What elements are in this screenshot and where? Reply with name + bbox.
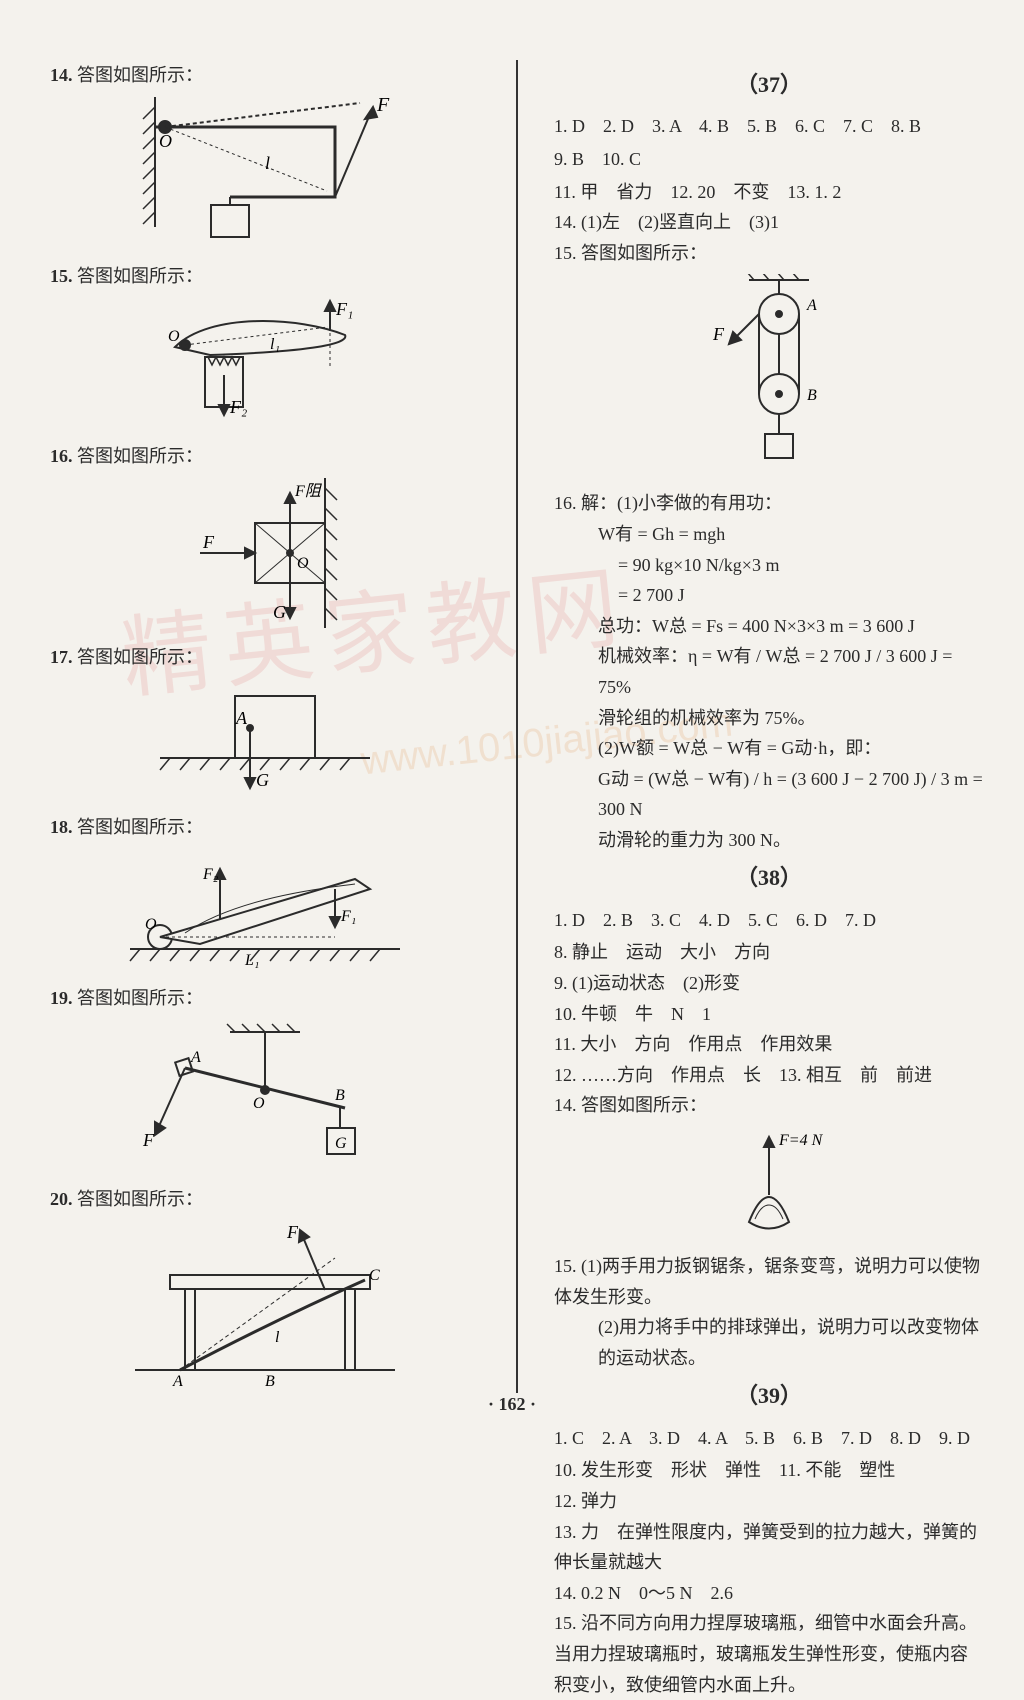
fig16-block-wall: F阻 F O G xyxy=(155,478,375,628)
s39-l15: 15. 沿不同方向用力捏厚玻璃瓶，细管中水面会升高。当用力捏玻璃瓶时，玻璃瓶发生… xyxy=(554,1608,984,1700)
fig18-F2: F₂ xyxy=(202,866,219,883)
fig37-F: F xyxy=(712,324,725,344)
fig20-C: C xyxy=(369,1267,380,1284)
q16: 16. 答图如图所示： xyxy=(50,441,480,472)
q14-num: 14. xyxy=(50,65,73,85)
fig17-G: G xyxy=(256,770,269,790)
fig20-l: l xyxy=(275,1329,280,1346)
s37-16f: 机械效率：η = W有 / W总 = 2 700 J / 3 600 J = 7… xyxy=(554,641,984,702)
s39-l13: 13. 力 在弹性限度内，弹簧受到的拉力越大，弹簧的伸长量就越大 xyxy=(554,1517,984,1578)
fig17-block-ground: A G xyxy=(150,678,380,798)
fig19-lever-pulley: A B O F G xyxy=(135,1020,395,1170)
s39-l10: 10. 发生形变 形状 弹性 11. 不能 塑性 xyxy=(554,1455,984,1486)
sec37-head: （37） xyxy=(554,66,984,103)
s37-16a: 16. 解：(1)小李做的有用功： xyxy=(554,488,984,519)
fig20-table-lever: A B C F l xyxy=(125,1220,405,1390)
s37-16i: G动 = (W总 − W有) / h = (3 600 J − 2 700 J)… xyxy=(554,764,984,825)
fig15-O: O xyxy=(168,328,180,345)
q15: 15. 答图如图所示： xyxy=(50,261,480,292)
fig18-wheelbarrow: O F₁ F₂ L₁ xyxy=(125,849,405,969)
fig37-A: A xyxy=(806,297,817,314)
q16-num: 16. xyxy=(50,446,73,466)
q17: 17. 答图如图所示： xyxy=(50,642,480,673)
s37-16b: W有 = Gh = mgh xyxy=(554,519,984,550)
q20-num: 20. xyxy=(50,1189,73,1209)
q14: 14. 答图如图所示： xyxy=(50,60,480,91)
s39-l14: 14. 0.2 N 0～5 N 2.6 xyxy=(554,1578,984,1609)
s38-l12: 12. ……方向 作用点 长 13. 相互 前 前进 xyxy=(554,1060,984,1091)
s38-l10: 10. 牛顿 牛 N 1 xyxy=(554,999,984,1030)
s38-l11: 11. 大小 方向 作用点 作用效果 xyxy=(554,1029,984,1060)
q19: 19. 答图如图所示： xyxy=(50,983,480,1014)
q17-num: 17. xyxy=(50,647,73,667)
column-divider xyxy=(516,60,518,1393)
s39-l12: 12. 弹力 xyxy=(554,1486,984,1517)
fig16-O: O xyxy=(297,555,309,572)
fig18-F1: F₁ xyxy=(340,908,356,925)
s38-mcq1: 1. D 2. B 3. C 4. D 5. C 6. D 7. D xyxy=(554,905,984,936)
fig15-F2: F₂ xyxy=(229,397,247,417)
q16-text: 答图如图所示： xyxy=(77,446,203,466)
s37-16d: = 2 700 J xyxy=(554,580,984,611)
fig16-G: G xyxy=(273,602,286,622)
s37-16c: = 90 kg×10 N/kg×3 m xyxy=(554,550,984,581)
fig15-l1: l₁ xyxy=(270,336,280,353)
s38-l14: 14. 答图如图所示： xyxy=(554,1090,984,1121)
fig20-A: A xyxy=(172,1373,183,1390)
right-column: （37） 1. D 2. D 3. A 4. B 5. B 6. C 7. C … xyxy=(546,60,984,1393)
fig19-O: O xyxy=(253,1095,265,1112)
q20: 20. 答图如图所示： xyxy=(50,1184,480,1215)
fig38-hand: F=4 N xyxy=(699,1127,839,1237)
fig15-F1: F₁ xyxy=(335,299,353,319)
fig19-G: G xyxy=(335,1135,347,1152)
page-number: · 162 · xyxy=(0,1394,1024,1415)
fig20-F: F xyxy=(286,1222,299,1242)
page-content: 14. 答图如图所示： O F l 15. 答图如图所示： xyxy=(50,60,984,1393)
fig14-O: O xyxy=(159,131,172,151)
q18: 18. 答图如图所示： xyxy=(50,812,480,843)
s37-16e: 总功：W总 = Fs = 400 N×3×3 m = 3 600 J xyxy=(554,611,984,642)
fig19-A: A xyxy=(190,1049,201,1066)
q17-text: 答图如图所示： xyxy=(77,647,203,667)
fig37-pulley: F A B xyxy=(699,274,839,474)
q15-text: 答图如图所示： xyxy=(77,266,203,286)
q14-text: 答图如图所示： xyxy=(77,65,203,85)
q18-text: 答图如图所示： xyxy=(77,817,203,837)
fig37-B: B xyxy=(807,387,817,404)
s37-mcq1: 1. D 2. D 3. A 4. B 5. B 6. C 7. C 8. B xyxy=(554,111,984,142)
fig17-A: A xyxy=(235,708,248,728)
s37-l14: 14. (1)左 (2)竖直向上 (3)1 xyxy=(554,207,984,238)
q20-text: 答图如图所示： xyxy=(77,1189,203,1209)
q15-num: 15. xyxy=(50,266,73,286)
left-column: 14. 答图如图所示： O F l 15. 答图如图所示： xyxy=(50,60,488,1393)
fig20-B: B xyxy=(265,1373,275,1390)
s37-16j: 动滑轮的重力为 300 N。 xyxy=(554,825,984,856)
fig19-B: B xyxy=(335,1087,345,1104)
fig14-lever: O F l xyxy=(125,97,405,247)
s37-mcq2: 9. B 10. C xyxy=(554,144,984,175)
fig14-l: l xyxy=(265,153,270,173)
fig15-bottleopener: F₁ F₂ O l₁ xyxy=(150,297,380,427)
s38-l15b: (2)用力将手中的排球弹出，说明力可以改变物体的运动状态。 xyxy=(554,1312,984,1373)
q19-text: 答图如图所示： xyxy=(77,988,203,1008)
fig19-F: F xyxy=(142,1130,155,1150)
s37-16h: (2)W额 = W总 − W有 = G动·h，即： xyxy=(554,733,984,764)
s38-l15a: 15. (1)两手用力扳钢锯条，锯条变弯，说明力可以使物体发生形变。 xyxy=(554,1251,984,1312)
s37-l15: 15. 答图如图所示： xyxy=(554,238,984,269)
fig18-O: O xyxy=(145,916,157,933)
fig38-F: F=4 N xyxy=(778,1132,824,1149)
s38-l8: 8. 静止 运动 大小 方向 xyxy=(554,937,984,968)
s39-mcq1: 1. C 2. A 3. D 4. A 5. B 6. B 7. D 8. D … xyxy=(554,1423,984,1454)
sec38-head: （38） xyxy=(554,859,984,896)
s37-16g: 滑轮组的机械效率为 75%。 xyxy=(554,703,984,734)
q18-num: 18. xyxy=(50,817,73,837)
q19-num: 19. xyxy=(50,988,73,1008)
fig14-F: F xyxy=(376,97,390,116)
fig16-Fz: F阻 xyxy=(294,483,323,500)
s38-l9: 9. (1)运动状态 (2)形变 xyxy=(554,968,984,999)
s37-l11: 11. 甲 省力 12. 20 不变 13. 1. 2 xyxy=(554,177,984,208)
fig18-L1: L₁ xyxy=(244,952,259,969)
fig16-F: F xyxy=(202,532,215,552)
